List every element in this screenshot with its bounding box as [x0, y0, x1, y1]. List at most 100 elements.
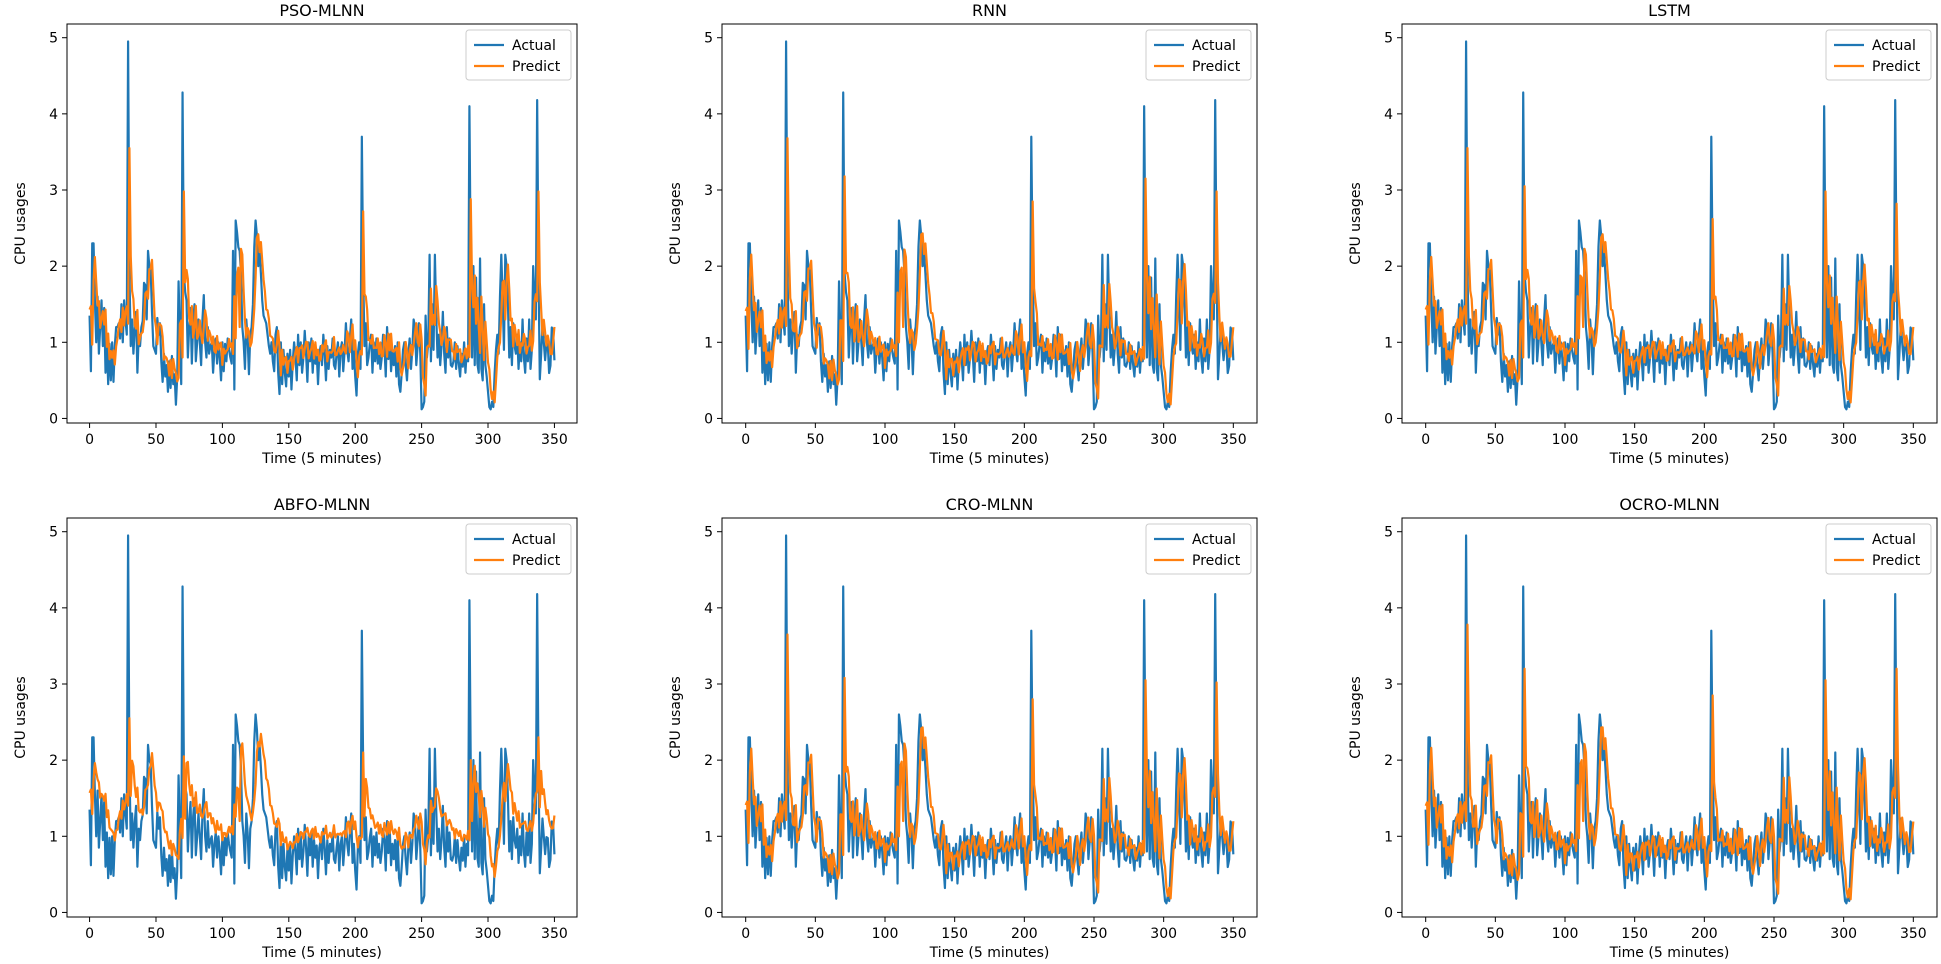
x-tick-label: 150 — [941, 926, 968, 942]
y-tick-label: 1 — [704, 335, 713, 351]
y-tick-label: 0 — [704, 905, 713, 921]
legend-label-actual: Actual — [512, 532, 556, 548]
y-axis-label: CPU usages — [13, 676, 29, 758]
x-tick-label: 250 — [1081, 432, 1108, 448]
x-tick-label: 200 — [342, 926, 369, 942]
x-tick-label: 300 — [1150, 432, 1177, 448]
y-tick-label: 2 — [704, 259, 713, 275]
series-actual-line — [88, 40, 556, 411]
x-tick-label: 200 — [342, 432, 369, 448]
x-axis-label: Time (5 minutes) — [1609, 945, 1730, 961]
y-tick-label: 0 — [49, 905, 58, 921]
x-axis-label: Time (5 minutes) — [929, 451, 1050, 467]
x-tick-label: 300 — [1830, 926, 1857, 942]
y-tick-label: 5 — [1384, 525, 1393, 541]
y-tick-label: 1 — [1384, 829, 1393, 845]
series-predict-line — [744, 633, 1235, 900]
y-tick-label: 2 — [49, 259, 58, 275]
y-tick-label: 1 — [49, 335, 58, 351]
x-tick-label: 0 — [741, 432, 750, 448]
y-tick-label: 0 — [1384, 411, 1393, 427]
y-tick-label: 5 — [49, 31, 58, 47]
y-tick-label: 4 — [1384, 601, 1393, 617]
y-tick-label: 3 — [49, 677, 58, 693]
x-tick-label: 50 — [1486, 432, 1504, 448]
x-tick-label: 200 — [1691, 432, 1718, 448]
series-actual-line — [88, 534, 556, 905]
legend-label-predict: Predict — [1872, 59, 1921, 75]
x-tick-label: 200 — [1011, 432, 1038, 448]
x-tick-label: 350 — [1220, 926, 1247, 942]
x-tick-label: 100 — [209, 432, 236, 448]
subplot-title: CRO-MLNN — [946, 495, 1034, 514]
x-tick-label: 300 — [1150, 926, 1177, 942]
legend-box — [1825, 29, 1932, 81]
axes-frame — [66, 517, 578, 918]
legend-label-predict: Predict — [512, 59, 561, 75]
legend-label-actual: Actual — [512, 38, 556, 54]
x-tick-label: 50 — [1486, 926, 1504, 942]
y-tick-label: 2 — [1384, 753, 1393, 769]
subplot-title: OCRO-MLNN — [1619, 495, 1719, 514]
x-tick-label: 0 — [85, 926, 94, 942]
axes-frame — [721, 517, 1258, 918]
series-predict-line — [744, 137, 1235, 406]
subplot-title: ABFO-MLNN — [274, 495, 371, 514]
x-tick-label: 350 — [541, 432, 568, 448]
x-tick-label: 350 — [541, 926, 568, 942]
legend-box — [1145, 29, 1252, 81]
x-tick-label: 50 — [806, 432, 824, 448]
x-tick-label: 0 — [1421, 926, 1430, 942]
axes-frame — [1401, 517, 1938, 918]
x-tick-label: 350 — [1900, 926, 1927, 942]
subplot-abfo-mlnn: ABFO-MLNN 0 50 100 150 200 250 300 350 0 1 2 3 4 5 Time… — [13, 495, 578, 961]
y-tick-label: 5 — [704, 525, 713, 541]
series-actual-line — [1424, 40, 1915, 411]
series-actual-line — [744, 40, 1235, 411]
y-tick-label: 3 — [704, 183, 713, 199]
x-tick-label: 50 — [147, 926, 165, 942]
x-tick-label: 150 — [275, 432, 302, 448]
axes-frame — [1401, 23, 1938, 424]
y-tick-label: 4 — [49, 601, 58, 617]
y-tick-label: 4 — [704, 601, 713, 617]
x-tick-label: 100 — [209, 926, 236, 942]
series-predict-line — [88, 147, 556, 404]
legend-label-actual: Actual — [1192, 532, 1236, 548]
subplot-title: PSO-MLNN — [279, 1, 364, 20]
y-tick-label: 5 — [49, 525, 58, 541]
x-tick-label: 350 — [1220, 432, 1247, 448]
legend-label-actual: Actual — [1872, 532, 1916, 548]
x-tick-label: 250 — [1761, 926, 1788, 942]
x-tick-label: 150 — [941, 432, 968, 448]
legend-label-predict: Predict — [1192, 553, 1241, 569]
y-tick-label: 5 — [1384, 31, 1393, 47]
x-tick-label: 100 — [1552, 432, 1579, 448]
legend-label-actual: Actual — [1872, 38, 1916, 54]
y-axis-label: CPU usages — [13, 182, 29, 264]
legend-box — [465, 29, 572, 81]
y-tick-label: 2 — [49, 753, 58, 769]
y-tick-label: 5 — [704, 31, 713, 47]
subplot-ocro-mlnn: OCRO-MLNN 0 50 100 150 200 250 300 350 0 1 2 3 4 5 Time… — [1348, 495, 1938, 961]
x-axis-label: Time (5 minutes) — [261, 945, 382, 961]
x-tick-label: 300 — [475, 926, 502, 942]
x-tick-label: 250 — [408, 926, 435, 942]
y-tick-label: 3 — [1384, 183, 1393, 199]
x-tick-label: 50 — [147, 432, 165, 448]
x-tick-label: 150 — [1621, 926, 1648, 942]
y-tick-label: 2 — [704, 753, 713, 769]
legend-box — [1145, 523, 1252, 575]
x-tick-label: 300 — [1830, 432, 1857, 448]
y-tick-label: 3 — [1384, 677, 1393, 693]
x-tick-label: 0 — [85, 432, 94, 448]
legend-label-predict: Predict — [1192, 59, 1241, 75]
y-axis-label: CPU usages — [1348, 676, 1364, 758]
x-tick-label: 200 — [1691, 926, 1718, 942]
series-predict-line — [88, 717, 556, 878]
y-tick-label: 2 — [1384, 259, 1393, 275]
y-tick-label: 0 — [49, 411, 58, 427]
x-tick-label: 100 — [872, 926, 899, 942]
x-tick-label: 50 — [806, 926, 824, 942]
